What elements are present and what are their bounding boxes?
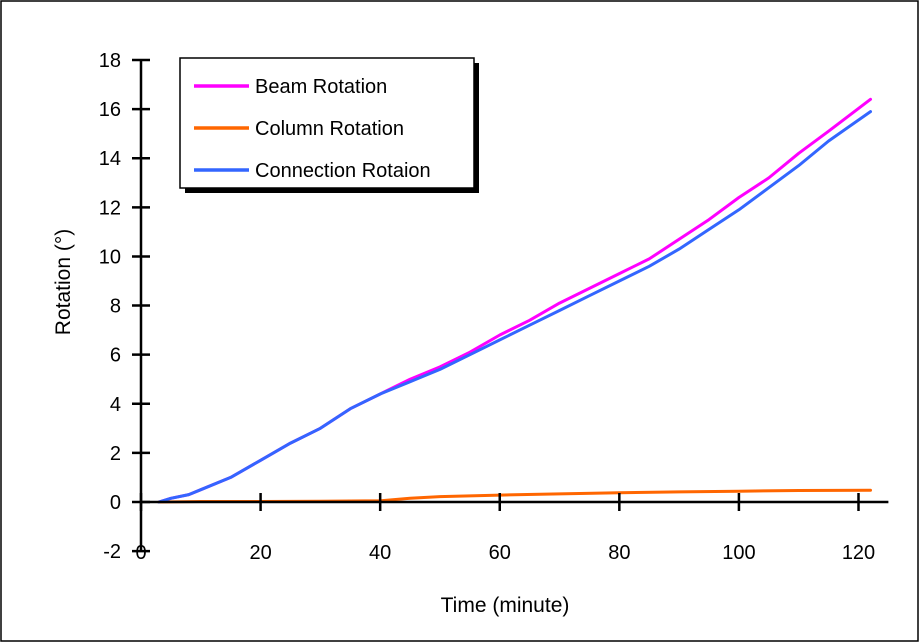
x-tick-label: 120 [842,542,875,564]
x-tick-label: 0 [135,542,146,564]
y-tick-label: 12 [99,197,121,219]
axes-layer: -2 0 2 4 6 8 10 12 14 16 18 0 20 40 60 80 100 120 [99,50,889,564]
y-tick-label: 14 [99,148,121,170]
legend: Beam Rotation Column Rotation Connection R… [179,57,479,193]
x-tick-label: 100 [722,542,755,564]
x-tick-label: 40 [369,542,391,564]
y-tick-label: 10 [99,246,121,268]
legend-label: Column Rotation [255,118,404,140]
x-tick-label: 80 [608,542,630,564]
legend-label: Beam Rotation [255,76,387,98]
legend-label: Connection Rotaion [255,160,431,182]
y-tick-label: 18 [99,50,121,72]
legend-box [179,57,475,189]
y-tick-label: 6 [110,345,121,367]
y-tick-label: -2 [103,541,121,563]
y-tick-label: 8 [110,296,121,318]
x-tick-label: 20 [249,542,271,564]
y-tick-label: 4 [110,394,121,416]
series-line-3 [157,110,872,504]
x-tick-label: 60 [489,542,511,564]
y-tick-label: 0 [110,492,121,514]
y-tick-label: 16 [99,99,121,121]
y-tick-label: 2 [110,443,121,465]
x-axis-title: Time (minute) [441,594,570,617]
y-axis-title: Rotation (°) [52,229,75,335]
